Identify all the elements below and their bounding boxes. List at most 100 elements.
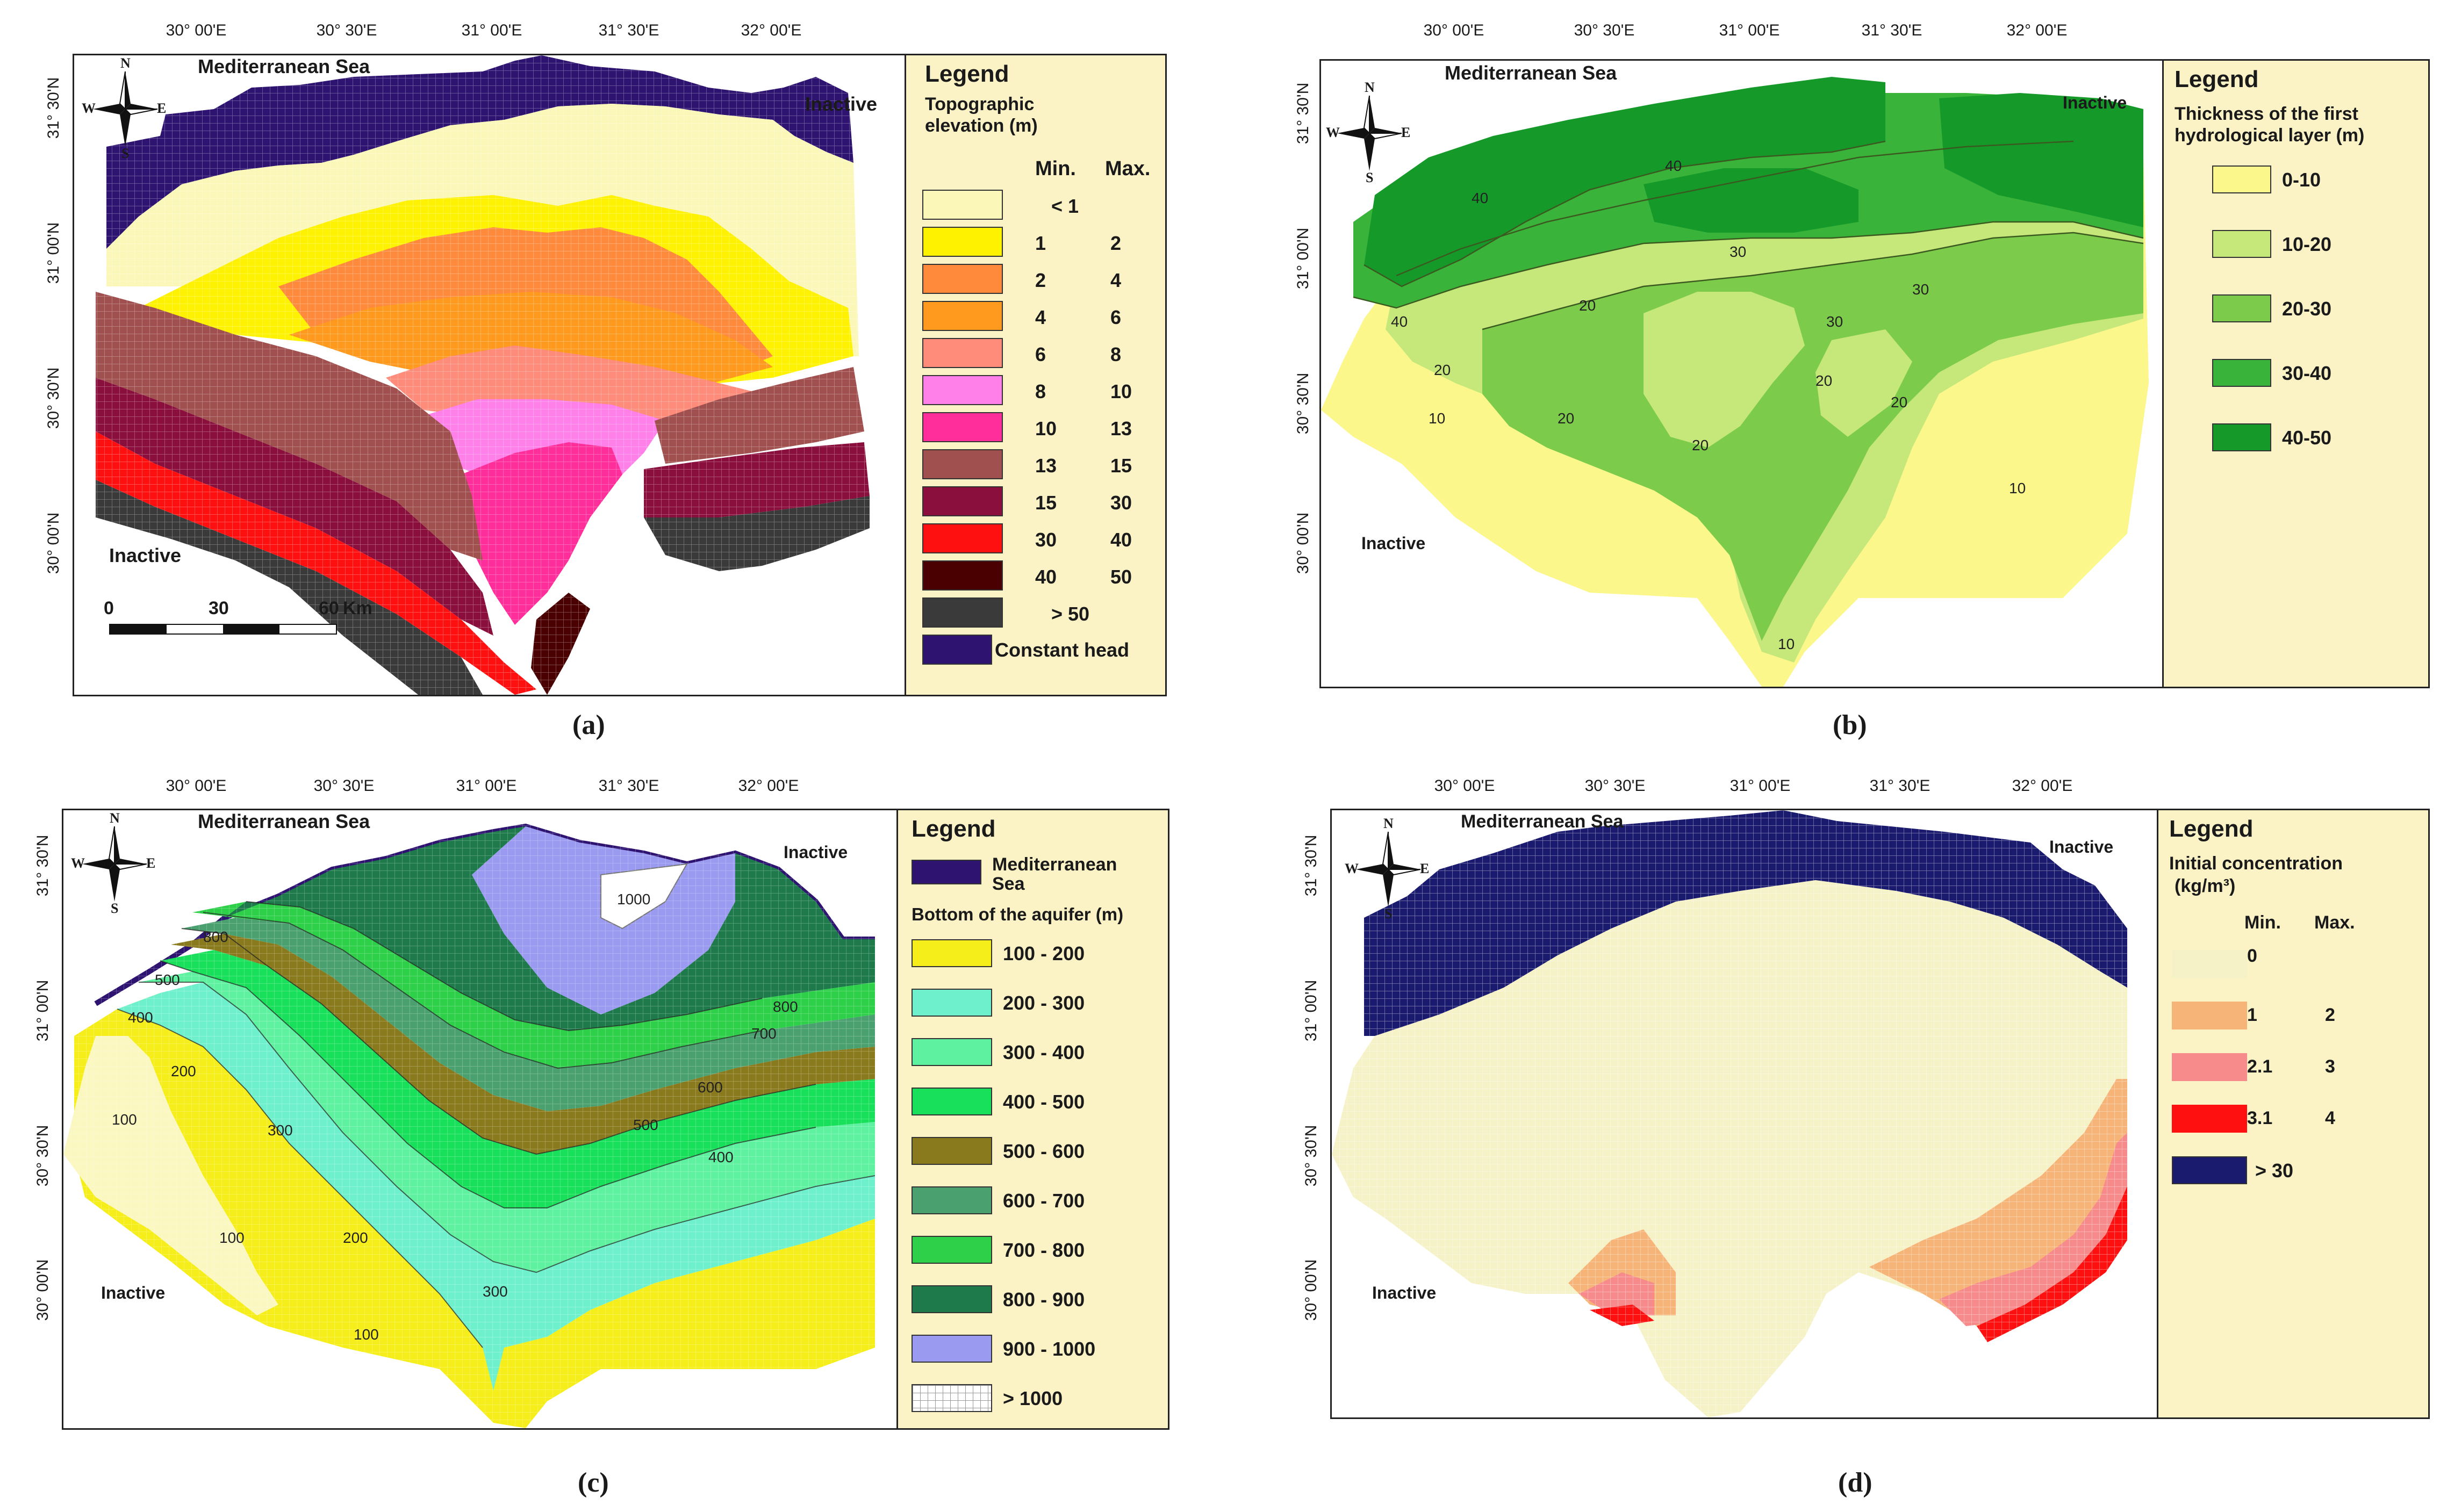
legend-subtitle: Topographic <box>925 94 1035 114</box>
lat-tick: 31° 00'N <box>1302 980 1320 1042</box>
panel-label: (c) <box>578 1467 609 1498</box>
contour-label: 20 <box>1579 297 1596 314</box>
lat-tick: 31° 00'N <box>1294 227 1312 290</box>
legend-a: Legend Topographic elevation (m) Min. Ma… <box>905 55 1165 695</box>
contour-label: 10 <box>1429 410 1446 427</box>
legend-label: Mediterranean <box>992 854 1117 875</box>
compass-e: E <box>157 100 167 116</box>
map-frame: Mediterranean Sea Inactive Inactive N S … <box>1330 809 2430 1419</box>
map-frame: Mediterranean Sea Inactive Inactive N S … <box>73 54 1167 696</box>
contour-label: 40 <box>1391 313 1408 330</box>
legend-min: 4 <box>1035 306 1046 328</box>
contour-label: 600 <box>698 1079 723 1096</box>
compass-e: E <box>1401 125 1411 140</box>
panel-label: (d) <box>1838 1467 1872 1498</box>
lat-tick: 30° 30'N <box>1294 372 1312 435</box>
compass-n: N <box>120 55 131 71</box>
lat-tick: 30° 30'N <box>34 1125 52 1187</box>
lon-tick: 31° 00'E <box>461 21 522 39</box>
legend-min: 8 <box>1035 380 1046 402</box>
lat-tick: 30° 00'N <box>1302 1259 1320 1321</box>
legend-max: 6 <box>1110 306 1122 328</box>
legend-max-header: Max. <box>1105 157 1151 180</box>
legend-swatch <box>2212 230 2271 258</box>
legend-swatch <box>2212 165 2271 193</box>
scale-label: 0 <box>104 598 114 618</box>
lon-tick: 32° 00'E <box>2012 777 2073 795</box>
panel-b: 30° 00'E 30° 30'E 31° 00'E 31° 30'E 32° … <box>1252 0 2447 752</box>
legend-min: > 30 <box>2255 1160 2294 1182</box>
inactive-label: Inactive <box>1361 534 1426 553</box>
lon-tick: 30° 00'E <box>1434 777 1495 795</box>
inactive-label: Inactive <box>101 1283 166 1302</box>
legend-swatch <box>2172 1053 2247 1081</box>
sea-label: Mediterranean Sea <box>1461 811 1624 832</box>
compass-n: N <box>1365 80 1375 95</box>
legend-label: 500 - 600 <box>1003 1140 1085 1162</box>
compass-rose: N S W E <box>1326 80 1411 185</box>
contour-label: 100 <box>219 1229 245 1246</box>
lat-tick: 30° 30'N <box>45 367 62 429</box>
legend-swatch <box>912 1038 992 1066</box>
legend-title: Legend <box>912 816 996 842</box>
compass-w: W <box>71 855 85 871</box>
legend-min: 2 <box>1035 269 1046 291</box>
legend-min: > 50 <box>1051 603 1090 625</box>
panel-a: 30° 00'E 30° 30'E 31° 00'E 31° 30'E 32° … <box>0 0 1182 752</box>
lon-tick: 31° 00'E <box>1719 21 1780 39</box>
contour-label: 400 <box>708 1149 734 1165</box>
legend-min: 10 <box>1035 417 1057 440</box>
legend-max: 3 <box>2325 1056 2335 1077</box>
legend-min: 13 <box>1035 455 1057 477</box>
legend-max: 8 <box>1110 343 1122 365</box>
panel-label: (a) <box>572 710 605 740</box>
compass-e: E <box>146 855 156 871</box>
lon-tick: 30° 00'E <box>166 21 227 39</box>
scale-bar: 0 30 60 Km <box>104 598 372 636</box>
lat-tick: 31° 30'N <box>1302 834 1320 897</box>
panel-c: 30° 00'E 30° 30'E 31° 00'E 31° 30'E 32° … <box>0 758 1182 1512</box>
inactive-label: Inactive <box>784 843 848 862</box>
legend-subtitle: elevation (m) <box>925 116 1038 136</box>
legend-max: 2 <box>1110 232 1122 254</box>
legend-title: Legend <box>2175 66 2259 92</box>
legend-max: 4 <box>1110 269 1122 291</box>
inactive-label: Inactive <box>805 93 878 115</box>
legend-label: 100 - 200 <box>1003 942 1085 964</box>
legend-swatch <box>922 338 1003 368</box>
legend-subtitle: Thickness of the first <box>2175 104 2358 124</box>
contour-label: 100 <box>354 1326 379 1343</box>
legend-swatch <box>922 635 992 665</box>
elevation-map <box>74 55 905 695</box>
legend-min: 2.1 <box>2247 1056 2273 1077</box>
legend-b: Legend Thickness of the first hydrologic… <box>2162 61 2428 687</box>
contour-label: 500 <box>155 971 180 988</box>
legend-max: 4 <box>2325 1108 2335 1128</box>
sea-label: Mediterranean Sea <box>198 810 370 832</box>
legend-swatch <box>922 523 1003 553</box>
contour-label: 10 <box>2009 480 2026 496</box>
contour-label: 1000 <box>617 891 651 908</box>
legend-swatch <box>912 1384 992 1412</box>
legend-label: 200 - 300 <box>1003 992 1085 1014</box>
lat-tick: 31° 00'N <box>34 980 52 1042</box>
compass-s: S <box>111 901 119 916</box>
legend-swatch <box>2172 1156 2247 1184</box>
legend-swatch <box>922 190 1003 220</box>
legend-swatch <box>922 227 1003 257</box>
concentration-map <box>1332 810 2157 1417</box>
panel-label: (b) <box>1833 710 1867 740</box>
legend-swatch <box>912 1088 992 1115</box>
lon-tick: 30° 30'E <box>1584 777 1646 795</box>
lat-tick: 31° 30'N <box>34 834 52 897</box>
lat-tick: 30° 00'N <box>45 512 62 574</box>
legend-swatch <box>922 301 1003 331</box>
contour-label: 200 <box>171 1063 196 1079</box>
legend-swatch <box>912 989 992 1017</box>
legend-min: < 1 <box>1051 195 1079 217</box>
legend-min: 1 <box>1035 232 1046 254</box>
lat-tick: 30° 00'N <box>1294 512 1312 574</box>
compass-star-icon <box>1356 831 1421 907</box>
legend-label: 20-30 <box>2282 298 2332 320</box>
lon-tick: 31° 30'E <box>1869 777 1931 795</box>
